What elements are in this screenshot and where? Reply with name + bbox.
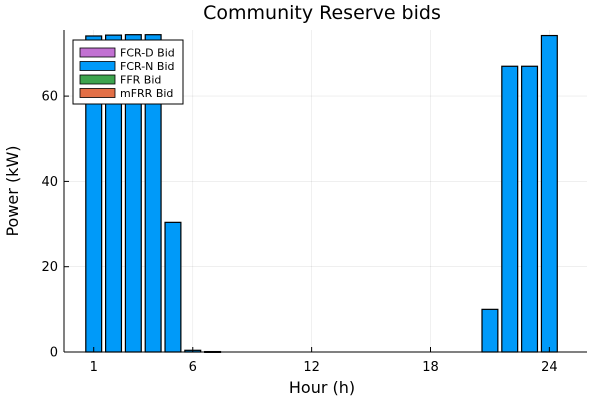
- x-axis-label: Hour (h): [289, 378, 355, 397]
- y-tick-label: 60: [41, 90, 58, 105]
- legend-label-fcr-d-bid: FCR-D Bid: [120, 47, 175, 60]
- x-tick-label: 18: [422, 360, 439, 375]
- chart-title: Community Reserve bids: [203, 2, 441, 24]
- legend-swatch-fcr-n-bid: [79, 61, 116, 71]
- x-tick-label: 12: [303, 360, 320, 375]
- axes: [63, 30, 587, 353]
- x-tick-label: 24: [541, 360, 558, 375]
- y-tick-label: 40: [41, 175, 58, 190]
- y-tick-label: 20: [41, 260, 58, 275]
- legend-swatch-fcr-d-bid: [79, 47, 116, 58]
- bar-fcr-n-bid-hour-5: [164, 221, 182, 353]
- tick-labels: 1 6 12 18 24 0 20 40 60: [41, 90, 557, 375]
- bar-fcr-n-bid-hour-22: [501, 65, 519, 353]
- legend-label-fcr-n-bid: FCR-N Bid: [120, 60, 174, 73]
- legend-swatch-mfrr-bid: [79, 88, 116, 98]
- x-tick-label: 6: [189, 360, 197, 375]
- legend-label-ffr-bid: FFR Bid: [120, 74, 161, 87]
- bar-fcr-n-bid-hour-21: [481, 308, 499, 353]
- x-tick-label: 1: [90, 360, 98, 375]
- legend-swatch-ffr-bid: [79, 74, 116, 85]
- bar-fcr-n-bid-hour-23: [521, 65, 539, 353]
- y-tick-label: 0: [50, 346, 58, 361]
- bars: [85, 34, 558, 353]
- legend-label-mfrr-bid: mFRR Bid: [120, 87, 173, 100]
- bar-fcr-n-bid-hour-24: [540, 34, 558, 353]
- y-axis-label: Power (kW): [3, 145, 22, 236]
